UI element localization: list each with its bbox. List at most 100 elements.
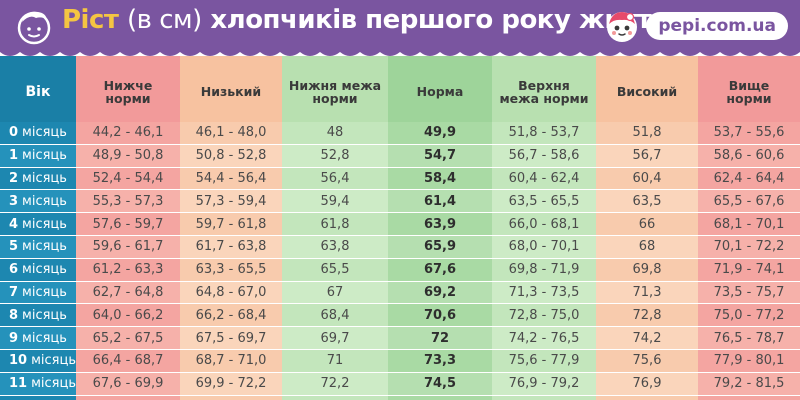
cell-upper-limit: 75,6 - 77,9 (492, 349, 596, 372)
cell-below-norm: 55,3 - 57,3 (76, 190, 180, 213)
cell-above-norm: 68,1 - 70,1 (698, 213, 800, 235)
cell-high: 78,1 (596, 395, 698, 400)
age-number: 0 (9, 125, 19, 141)
age-cell: 2 місяць (0, 167, 76, 190)
cell-high: 51,8 (596, 122, 698, 144)
cell-lower-limit: 67 (282, 281, 388, 304)
baby-face-icon (17, 11, 51, 45)
cell-below-norm: 48,9 - 50,8 (76, 144, 180, 167)
cell-below-norm: 61,2 - 63,3 (76, 258, 180, 281)
age-number: 4 (9, 216, 19, 232)
cell-upper-limit: 71,3 - 73,5 (492, 281, 596, 304)
column-header-below-norm: Нижче норми (76, 56, 180, 122)
cell-above-norm: 53,7 - 55,6 (698, 122, 800, 144)
cell-norm: 61,4 (388, 190, 492, 213)
title-rest: хлопчиків першого року життя (210, 5, 668, 35)
cell-high: 60,4 (596, 167, 698, 190)
cell-below-norm: 44,2 - 46,1 (76, 122, 180, 144)
age-number: 3 (9, 193, 19, 209)
cell-low: 61,7 - 63,8 (180, 235, 282, 258)
cell-above-norm: 71,9 - 74,1 (698, 258, 800, 281)
table-row: 10 місяць 66,4 - 68,7 68,7 - 71,0 71 73,3 75,6… (0, 349, 800, 373)
title-unit: (в см) (127, 5, 202, 35)
cell-norm: 70,6 (388, 304, 492, 327)
age-cell: 1 рік (0, 395, 76, 400)
cell-high: 63,5 (596, 190, 698, 213)
cell-upper-limit: 51,8 - 53,7 (492, 122, 596, 144)
column-header-lower-limit: Нижня межа норми (282, 56, 388, 122)
cell-below-norm: 62,7 - 64,8 (76, 281, 180, 304)
table-header-row: Вік Нижче норми Низький Нижня межа норми Нор… (0, 56, 800, 122)
table-row: 7 місяць 62,7 - 64,8 64,8 - 67,0 67 69,2 71,3 … (0, 281, 800, 305)
cell-above-norm: 62,4 - 64,4 (698, 167, 800, 190)
cell-high: 56,7 (596, 144, 698, 167)
cell-norm: 63,9 (388, 213, 492, 235)
cell-upper-limit: 60,4 - 62,4 (492, 167, 596, 190)
table-row: 8 місяць 64,0 - 66,2 66,2 - 68,4 68,4 70,6 72,… (0, 304, 800, 328)
age-cell: 4 місяць (0, 213, 76, 235)
cell-low: 46,1 - 48,0 (180, 122, 282, 144)
age-cell: 7 місяць (0, 281, 76, 304)
column-header-norm: Норма (388, 56, 492, 122)
cell-lower-limit: 71 (282, 349, 388, 372)
age-cell: 11 місяць (0, 372, 76, 395)
cell-above-norm: 77,9 - 80,1 (698, 349, 800, 372)
brand-name[interactable]: pepi.com.ua (646, 12, 788, 40)
cell-high: 66 (596, 213, 698, 235)
cell-below-norm: 64,0 - 66,2 (76, 304, 180, 327)
column-header-high: Високий (596, 56, 698, 122)
cell-above-norm: 75,0 - 77,2 (698, 304, 800, 327)
cell-norm: 73,3 (388, 349, 492, 372)
age-unit: місяць (22, 148, 67, 164)
column-header-above-norm: Вище норми (698, 56, 800, 122)
cell-low: 50,8 - 52,8 (180, 144, 282, 167)
cell-norm: 72 (388, 327, 492, 349)
age-cell: 6 місяць (0, 258, 76, 281)
cell-upper-limit: 74,2 - 76,5 (492, 327, 596, 349)
table-row: 9 місяць 65,2 - 67,5 67,5 - 69,7 69,7 72 74,2 … (0, 327, 800, 350)
age-cell: 5 місяць (0, 235, 76, 258)
cell-norm: 54,7 (388, 144, 492, 167)
age-unit: місяць (22, 170, 67, 186)
age-cell: 1 місяць (0, 144, 76, 167)
column-header-upper-limit: Верхня межа норми (492, 56, 596, 122)
age-number: 5 (9, 239, 19, 255)
cell-upper-limit: 56,7 - 58,6 (492, 144, 596, 167)
cell-high: 72,8 (596, 304, 698, 327)
cell-lower-limit: 69,7 (282, 327, 388, 349)
age-number: 7 (9, 284, 19, 300)
age-unit: місяць (22, 216, 67, 232)
table-row: 4 місяць 57,6 - 59,7 59,7 - 61,8 61,8 63,9 66,… (0, 213, 800, 236)
age-number: 2 (9, 170, 19, 186)
cell-lower-limit: 56,4 (282, 167, 388, 190)
cell-lower-limit: 68,4 (282, 304, 388, 327)
cell-upper-limit: 76,9 - 79,2 (492, 372, 596, 395)
cell-norm: 65,9 (388, 235, 492, 258)
table-row: 6 місяць 61,2 - 63,3 63,3 - 65,5 65,5 67,6 69,… (0, 258, 800, 282)
cell-upper-limit: 72,8 - 75,0 (492, 304, 596, 327)
height-table: Вік Нижче норми Низький Нижня межа норми Нор… (0, 56, 800, 400)
cell-below-norm: 52,4 - 54,4 (76, 167, 180, 190)
age-cell: 10 місяць (0, 349, 76, 372)
cell-above-norm: 58,6 - 60,6 (698, 144, 800, 167)
cell-below-norm: 65,2 - 67,5 (76, 327, 180, 349)
baby-girl-logo-icon (607, 12, 638, 42)
cell-high: 68 (596, 235, 698, 258)
cell-lower-limit: 59,4 (282, 190, 388, 213)
cell-lower-limit: 52,8 (282, 144, 388, 167)
title-accent: Ріст (62, 5, 119, 35)
age-unit: місяць (22, 284, 67, 300)
age-number: 1 (9, 399, 18, 400)
age-unit: місяць (31, 353, 76, 369)
table-row: 0 місяць 44,2 - 46,1 46,1 - 48,0 48 49,9 51,8 … (0, 122, 800, 145)
cell-norm: 69,2 (388, 281, 492, 304)
cell-lower-limit: 48 (282, 122, 388, 144)
cell-high: 71,3 (596, 281, 698, 304)
age-number: 11 (9, 376, 28, 392)
cell-low: 67,5 - 69,7 (180, 327, 282, 349)
table-row: 3 місяць 55,3 - 57,3 57,3 - 59,4 59,4 61,4 63,… (0, 190, 800, 214)
cell-above-norm: 80,5 - 82,9 (698, 395, 800, 400)
wave-divider (0, 48, 800, 56)
cell-below-norm: 68,6 - 71,0 (76, 395, 180, 400)
brand[interactable]: pepi.com.ua (604, 8, 788, 44)
